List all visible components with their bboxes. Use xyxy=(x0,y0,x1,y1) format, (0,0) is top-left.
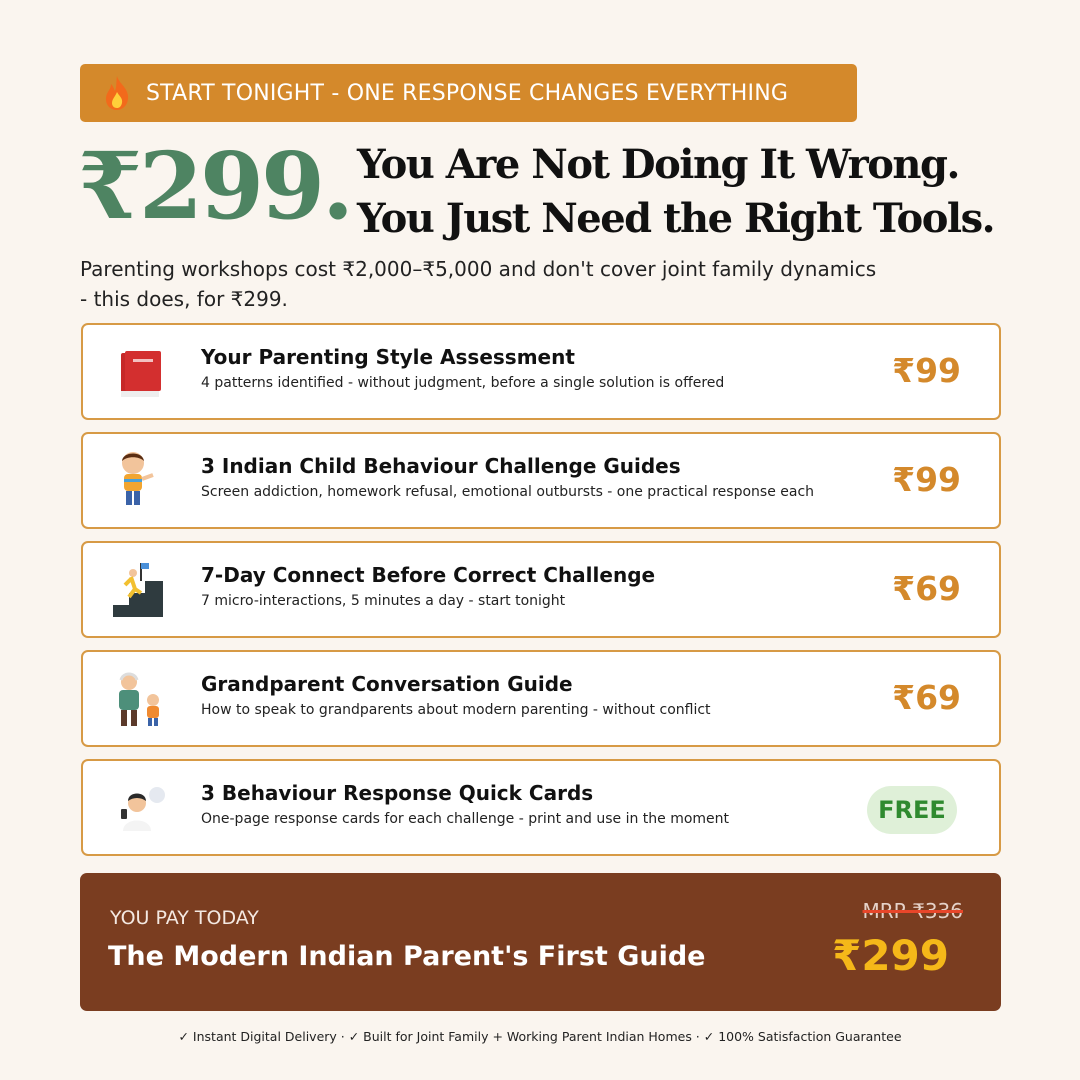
item-desc: 7 micro-interactions, 5 minutes a day - … xyxy=(201,593,566,609)
climbing-steps-flag-icon xyxy=(113,563,163,617)
headline: You Are Not Doing It Wrong. You Just Nee… xyxy=(357,138,996,246)
parent-thinking-icon xyxy=(121,787,165,831)
final-price: ₹299 xyxy=(832,931,949,980)
product-name: The Modern Indian Parent's First Guide xyxy=(108,941,706,972)
headline-line-2: You Just Need the Right Tools. xyxy=(357,195,996,242)
item-desc: 4 patterns identified - without judgment… xyxy=(201,375,725,391)
item-title: Your Parenting Style Assessment xyxy=(201,345,575,369)
item-title: Grandparent Conversation Guide xyxy=(201,672,573,696)
item-title: 3 Behaviour Response Quick Cards xyxy=(201,781,594,805)
headline-line-1: You Are Not Doing It Wrong. xyxy=(357,141,960,188)
item-card: 3 Indian Child Behaviour Challenge Guide… xyxy=(81,432,1001,529)
item-price: ₹69 xyxy=(892,678,961,717)
grandparent-child-icon xyxy=(119,672,159,726)
angry-child-icon xyxy=(122,452,154,505)
banner-text: START TONIGHT - ONE RESPONSE CHANGES EVE… xyxy=(146,80,789,106)
fire-icon xyxy=(106,76,129,110)
item-card: 3 Behaviour Response Quick Cards One-pag… xyxy=(81,759,1001,856)
item-title: 7-Day Connect Before Correct Challenge xyxy=(201,563,656,587)
item-price: ₹99 xyxy=(892,351,961,390)
item-price: ₹99 xyxy=(892,460,961,499)
footer-guarantees: ✓ Instant Digital Delivery · ✓ Built for… xyxy=(178,1029,902,1044)
item-card: Your Parenting Style Assessment 4 patter… xyxy=(81,323,1001,420)
mrp-price: MRP ₹336 xyxy=(862,899,963,923)
item-title: 3 Indian Child Behaviour Challenge Guide… xyxy=(201,454,681,478)
item-price: ₹69 xyxy=(892,569,961,608)
hero-price: ₹299. xyxy=(78,132,354,240)
book-icon xyxy=(121,351,161,397)
item-desc: How to speak to grandparents about moder… xyxy=(201,702,711,718)
subtext: Parenting workshops cost ₹2,000–₹5,000 a… xyxy=(80,257,877,311)
top-banner: START TONIGHT - ONE RESPONSE CHANGES EVE… xyxy=(80,64,857,122)
free-badge: FREE xyxy=(867,786,957,834)
item-desc: One-page response cards for each challen… xyxy=(201,811,730,827)
pay-label: YOU PAY TODAY xyxy=(110,907,259,929)
item-desc: Screen addiction, homework refusal, emot… xyxy=(201,484,815,500)
item-card: 7-Day Connect Before Correct Challenge 7… xyxy=(81,541,1001,638)
payment-summary: YOU PAY TODAY The Modern Indian Parent's… xyxy=(80,873,1001,1011)
item-card: Grandparent Conversation Guide How to sp… xyxy=(81,650,1001,747)
